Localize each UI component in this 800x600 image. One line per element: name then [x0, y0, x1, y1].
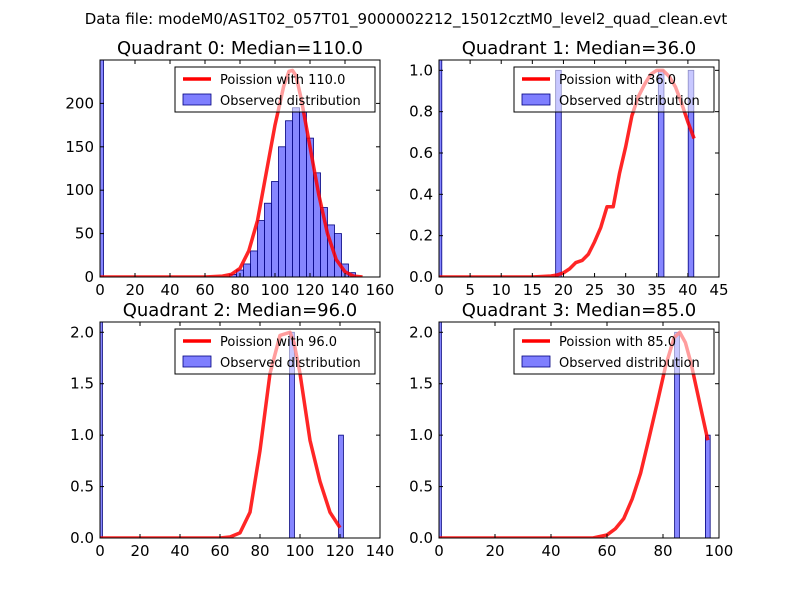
- x-tick-label: 5: [465, 281, 475, 299]
- y-tick-label: 0.4: [409, 185, 433, 203]
- histogram-bar: [292, 107, 300, 277]
- x-tick-label: 20: [554, 281, 573, 299]
- histogram-bar: [271, 181, 279, 277]
- y-tick-label: 0.0: [409, 268, 433, 286]
- x-tick-label: 40: [541, 542, 560, 560]
- x-tick-label: 60: [195, 281, 214, 299]
- x-tick-label: 45: [709, 281, 728, 299]
- subplot-title: Quadrant 1: Median=36.0: [462, 38, 697, 59]
- legend-bar-label: Observed distribution: [559, 94, 700, 109]
- x-tick-label: 140: [366, 542, 395, 560]
- x-tick-label: 80: [653, 542, 672, 560]
- histogram-bar: [264, 202, 272, 277]
- histogram-bar: [285, 120, 293, 277]
- histogram-bar: [250, 250, 258, 277]
- y-tick-label: 200: [65, 94, 94, 112]
- legend-line-label: Poission with 36.0: [559, 73, 676, 88]
- legend: Poission with 85.0 Observed distribution: [513, 328, 715, 375]
- y-tick-label: 1.0: [70, 426, 94, 444]
- y-tick-label: 1.5: [409, 375, 433, 393]
- histogram-bar: [439, 322, 442, 538]
- x-tick-label: 40: [170, 542, 189, 560]
- y-tick-label: 0.5: [409, 478, 433, 496]
- histogram-bar: [299, 111, 307, 277]
- subplot-title: Quadrant 3: Median=85.0: [462, 300, 697, 321]
- y-tick-label: 0.0: [409, 529, 433, 547]
- x-tick-label: 0: [434, 542, 444, 560]
- x-tick-label: 120: [326, 542, 355, 560]
- y-tick-label: 0.6: [409, 144, 433, 162]
- subplot-title: Quadrant 0: Median=110.0: [117, 38, 363, 59]
- y-tick-label: 2.0: [409, 323, 433, 341]
- x-tick-label: 0: [95, 281, 105, 299]
- y-tick-label: 0.8: [409, 103, 433, 121]
- subplot-2: 0 20 40 60 80 100 120 140 0.0 0.5 1.0 1.5 2.0 Quadran…: [70, 300, 394, 560]
- legend: Poission with 110.0 Observed distribution: [174, 66, 376, 113]
- y-tick-label: 0.5: [70, 478, 94, 496]
- histogram-bar: [338, 434, 344, 538]
- axes-frame: [438, 321, 720, 539]
- y-tick-label: 1.0: [409, 61, 433, 79]
- histogram-bar: [100, 322, 103, 538]
- x-tick-label: 30: [616, 281, 635, 299]
- x-tick-label: 0: [95, 542, 105, 560]
- figure-suptitle: Data file: modeM0/AS1T02_057T01_90000022…: [85, 10, 728, 29]
- y-tick-label: 150: [65, 138, 94, 156]
- legend-bar-swatch: [521, 355, 551, 368]
- x-tick-label: 80: [250, 542, 269, 560]
- y-tick-label: 100: [65, 181, 94, 199]
- x-tick-label: 100: [286, 542, 315, 560]
- y-tick-label: 1.5: [70, 375, 94, 393]
- x-tick-label: 15: [523, 281, 542, 299]
- legend-bar-label: Observed distribution: [220, 94, 361, 109]
- subplot-0: 0 20 40 60 80 100 120 140 160 0 50 100 150 200 Quadran…: [65, 38, 394, 299]
- legend: Poission with 96.0 Observed distribution: [174, 328, 376, 375]
- histogram-bar: [243, 263, 251, 277]
- y-tick-label: 2.0: [70, 323, 94, 341]
- x-tick-label: 20: [485, 542, 504, 560]
- x-tick-label: 60: [210, 542, 229, 560]
- x-tick-label: 40: [160, 281, 179, 299]
- y-tick-label: 0.2: [409, 227, 433, 245]
- x-tick-label: 20: [130, 542, 149, 560]
- histogram-bar: [257, 220, 265, 277]
- axes-frame: [99, 321, 381, 539]
- y-tick-label: 1.0: [409, 426, 433, 444]
- axes-frame: [438, 59, 720, 278]
- x-tick-label: 40: [678, 281, 697, 299]
- x-tick-label: 60: [597, 542, 616, 560]
- legend-bar-swatch: [182, 355, 212, 368]
- legend-bar-label: Observed distribution: [220, 356, 361, 371]
- x-tick-label: 25: [585, 281, 604, 299]
- subplot-title: Quadrant 2: Median=96.0: [123, 300, 358, 321]
- x-tick-label: 100: [705, 542, 734, 560]
- x-tick-label: 80: [230, 281, 249, 299]
- y-tick-label: 0.0: [70, 529, 94, 547]
- subplot-3: 0 20 40 60 80 100 0.0 0.5 1.0 1.5 2.0 Quadrant 3: M…: [409, 300, 733, 560]
- histogram-bar: [439, 60, 443, 277]
- subplot-1: 0 5 10 15 20 25 30 35 40 45 0.0 0.2 0.4 0.6 0.8 1.0 Quad…: [409, 38, 728, 299]
- legend-line-label: Poission with 96.0: [220, 335, 337, 350]
- y-tick-label: 50: [75, 225, 94, 243]
- histogram-bar: [278, 146, 286, 277]
- legend-line-label: Poission with 85.0: [559, 335, 676, 350]
- legend: Poission with 36.0 Observed distribution: [513, 66, 715, 113]
- x-tick-label: 20: [125, 281, 144, 299]
- x-tick-label: 0: [434, 281, 444, 299]
- y-tick-label: 0: [84, 268, 94, 286]
- x-tick-label: 120: [296, 281, 325, 299]
- histogram-bar: [705, 434, 711, 538]
- x-tick-label: 10: [492, 281, 511, 299]
- histogram-bar: [100, 60, 104, 277]
- legend-bar-label: Observed distribution: [559, 356, 700, 371]
- legend-bar-swatch: [182, 93, 212, 106]
- legend-line-label: Poission with 110.0: [220, 73, 345, 88]
- legend-bar-swatch: [521, 93, 551, 106]
- x-tick-label: 140: [331, 281, 360, 299]
- x-tick-label: 160: [366, 281, 395, 299]
- x-tick-label: 100: [261, 281, 290, 299]
- x-tick-label: 35: [647, 281, 666, 299]
